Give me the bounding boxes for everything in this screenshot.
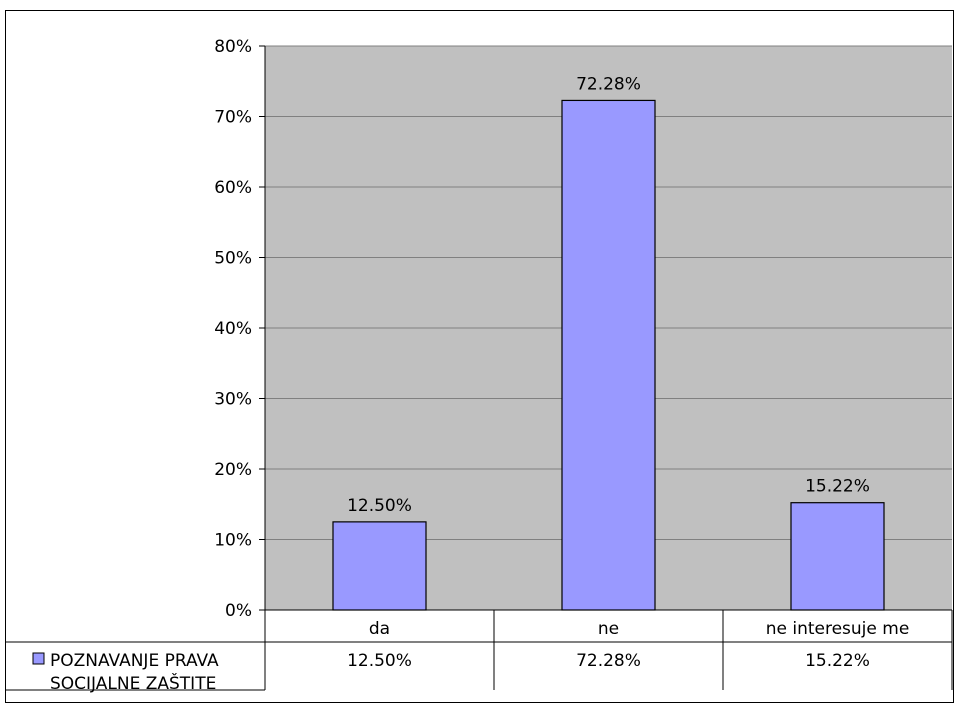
legend-swatch: [32, 652, 45, 665]
x-category-label: ne: [598, 619, 619, 639]
y-tick-label: 10%: [214, 531, 252, 551]
x-category-label: da: [369, 619, 390, 639]
data-label: 15.22%: [805, 477, 870, 497]
bars: [332, 99, 885, 611]
y-tick-label: 20%: [214, 460, 252, 480]
x-category-label: ne interesuje me: [766, 619, 910, 639]
legend-label: POZNAVANJE PRAVA: [50, 651, 219, 671]
y-tick-label: 80%: [214, 37, 252, 57]
y-tick-label: 50%: [214, 249, 252, 269]
data-label: 12.50%: [347, 496, 412, 516]
table-value: 15.22%: [805, 651, 870, 671]
bar: [332, 521, 427, 611]
y-tick-label: 30%: [214, 390, 252, 410]
bar: [561, 99, 656, 611]
y-tick-label: 0%: [225, 601, 252, 621]
data-table: da 12.50% ne 72.28% ne interesuje me 15.22% PO…: [6, 609, 953, 694]
table-value: 72.28%: [576, 651, 641, 671]
y-axis: 0% 10% 20% 30% 40% 50% 60% 70% 80%: [214, 37, 266, 621]
data-labels: 12.50% 72.28% 15.22%: [347, 74, 870, 515]
y-tick-label: 60%: [214, 178, 252, 198]
data-label: 72.28%: [576, 74, 641, 94]
legend-label: SOCIJALNE ZAŠTITE: [50, 672, 216, 694]
table-value: 12.50%: [347, 651, 412, 671]
y-tick-label: 70%: [214, 108, 252, 128]
bar: [790, 502, 885, 611]
y-tick-label: 40%: [214, 319, 252, 339]
